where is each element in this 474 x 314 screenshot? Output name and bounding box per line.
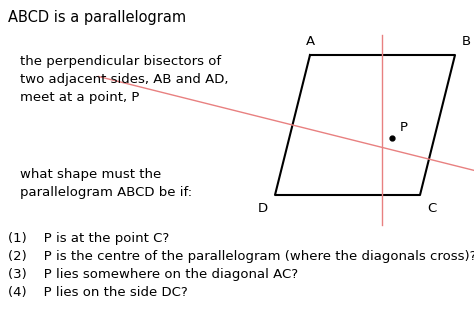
Text: (4)    P lies on the side DC?: (4) P lies on the side DC? (8, 286, 188, 299)
Text: C: C (427, 202, 436, 215)
Text: what shape must the
parallelogram ABCD be if:: what shape must the parallelogram ABCD b… (20, 168, 192, 199)
Text: ABCD is a parallelogram: ABCD is a parallelogram (8, 10, 186, 25)
Text: D: D (258, 202, 268, 215)
Text: (2)    P is the centre of the parallelogram (where the diagonals cross)?: (2) P is the centre of the parallelogram… (8, 250, 474, 263)
Text: B: B (462, 35, 471, 48)
Text: the perpendicular bisectors of
two adjacent sides, AB and AD,
meet at a point, P: the perpendicular bisectors of two adjac… (20, 55, 228, 104)
Text: A: A (305, 35, 315, 48)
Text: (1)    P is at the point C?: (1) P is at the point C? (8, 232, 169, 245)
Text: (3)    P lies somewhere on the diagonal AC?: (3) P lies somewhere on the diagonal AC? (8, 268, 298, 281)
Text: P: P (400, 121, 408, 134)
